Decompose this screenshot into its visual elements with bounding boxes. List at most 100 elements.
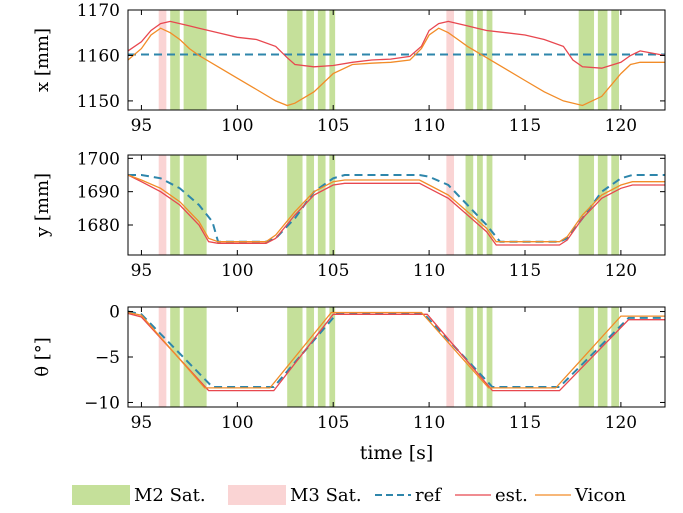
series-line-vicon [128,174,665,243]
m3-sat-band [446,10,455,110]
m2-sat-band [597,155,608,255]
x-tick-label: 120 [605,116,637,136]
x-tick-label: 120 [605,261,637,281]
m3-sat-band [158,10,167,110]
m2-sat-band [170,10,180,110]
m2-sat-band [578,307,595,407]
legend-item: M2 Sat. [72,485,206,506]
y-tick-label: 1150 [77,92,120,112]
saturation-bands [158,307,619,407]
plot-frame [127,154,666,256]
m2-sat-band [477,155,483,255]
x-tick-label: 95 [131,261,153,281]
legend-item: ref [375,485,442,506]
x-tick-label: 115 [509,413,541,433]
legend-swatch [228,485,286,505]
m2-sat-band [477,307,483,407]
y-tick-label: 1700 [77,149,120,169]
y-tick-label: −10 [84,393,120,413]
x-tick-label: 100 [221,413,253,433]
m2-sat-band [329,10,336,110]
series-line-est [128,20,665,69]
x-axis-label: time [s] [360,442,434,464]
m2-sat-band [578,155,595,255]
y-axis-label: x [mm] [32,28,53,92]
y-axis-label: y [mm] [32,173,53,238]
x-tick-label: 110 [413,261,445,281]
m3-sat-band [158,307,167,407]
m2-sat-band [170,155,180,255]
m2-sat-band [597,307,608,407]
x-tick-label: 105 [317,116,349,136]
m2-sat-band [477,10,483,110]
legend-label: est. [495,485,528,506]
m3-sat-band [446,155,455,255]
y-tick-label: −5 [95,348,120,368]
legend-swatch [72,485,130,505]
m2-sat-band [317,10,326,110]
y-tick-label: 0 [109,303,120,323]
m2-sat-band [611,155,619,255]
series-line-vicon [128,27,665,107]
x-tick-label: 120 [605,413,637,433]
m2-sat-band [287,10,303,110]
m2-sat-band [486,155,493,255]
m2-sat-band [465,10,474,110]
saturation-bands [158,155,619,255]
x-tick-label: 105 [317,261,349,281]
series-lines [128,174,665,246]
m2-sat-band [183,10,207,110]
m2-sat-band [170,307,180,407]
m2-sat-band [611,307,619,407]
m2-sat-band [597,10,608,110]
legend-item: est. [455,485,528,506]
m2-sat-band [465,155,474,255]
legend-label: ref [415,485,442,506]
m2-sat-band [465,307,474,407]
m2-sat-band [287,155,303,255]
m2-sat-band [183,155,207,255]
x-tick-label: 110 [413,116,445,136]
m2-sat-band [578,10,595,110]
m2-sat-band [329,155,336,255]
legend-item: M3 Sat. [228,485,362,506]
m2-sat-band [306,10,315,110]
series-lines [128,20,665,107]
legend-item: Vicon [535,485,626,506]
panel-theta: 95 100 105 110 115 120 0 −5 −10 θ [°] time [s] [32,303,666,464]
x-tick-label: 95 [131,116,153,136]
y-axis-label: θ [°] [32,337,53,377]
m3-sat-band [446,307,455,407]
x-tick-label: 115 [509,116,541,136]
m2-sat-band [486,307,493,407]
panel-y: 95 100 105 110 115 120 1680 1690 1700 y [mm] [32,149,666,281]
legend-label: Vicon [574,485,626,506]
panel-x: 95 100 105 110 115 120 1150 1160 1170 x [mm] [32,1,666,136]
x-tick-label: 110 [413,413,445,433]
series-line-vicon [128,311,665,389]
m2-sat-band [317,155,326,255]
y-tick-label: 1170 [77,1,120,21]
m2-sat-band [329,307,336,407]
series-lines [128,310,665,392]
x-tick-label: 95 [131,413,153,433]
x-tick-label: 100 [221,116,253,136]
y-tick-label: 1690 [77,183,120,203]
x-tick-label: 115 [509,261,541,281]
legend: M2 Sat. M3 Sat. ref est. Vicon [72,485,626,506]
y-tick-label: 1160 [77,46,120,66]
plot-frame [127,9,666,111]
m2-sat-band [306,155,315,255]
legend-label: M3 Sat. [290,485,362,506]
m2-sat-band [306,307,315,407]
series-line-ref [128,310,665,388]
series-line-est [128,174,665,246]
y-tick-label: 1680 [77,216,120,236]
x-tick-label: 100 [221,261,253,281]
m2-sat-band [183,307,207,407]
m3-sat-band [158,155,167,255]
m2-sat-band [317,307,326,407]
x-tick-label: 105 [317,413,349,433]
